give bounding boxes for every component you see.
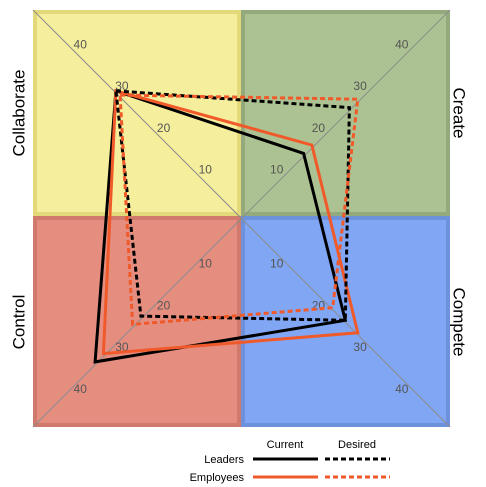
- tick-label: 20: [312, 121, 326, 135]
- legend-row-employees: Employees: [190, 472, 245, 484]
- tick-label: 20: [157, 298, 171, 312]
- series-leaders-desired: [114, 89, 351, 322]
- tick-label: 10: [199, 163, 213, 177]
- quadrant-label-create: Create: [450, 87, 469, 138]
- tick-label: 10: [199, 257, 213, 271]
- quadrant-label-compete: Compete: [450, 288, 469, 357]
- tick-label: 30: [353, 340, 367, 354]
- tick-label: 40: [74, 382, 88, 396]
- series-employees-current: [101, 88, 360, 356]
- series-leaders-current: [93, 88, 348, 364]
- quadrant-label-control: Control: [9, 295, 28, 350]
- tick-label: 40: [74, 37, 88, 51]
- legend-column-current: Current: [267, 439, 304, 451]
- legend-column-desired: Desired: [338, 439, 376, 451]
- tick-label: 30: [353, 79, 367, 93]
- tick-label: 10: [270, 257, 284, 271]
- legend-row-leaders: Leaders: [204, 454, 244, 466]
- tick-label: 10: [270, 163, 284, 177]
- tick-label: 20: [157, 121, 171, 135]
- diagonal-line: [32, 9, 451, 428]
- tick-label: 40: [395, 382, 409, 396]
- quadrant-label-collaborate: Collaborate: [9, 70, 28, 157]
- tick-label: 40: [395, 37, 409, 51]
